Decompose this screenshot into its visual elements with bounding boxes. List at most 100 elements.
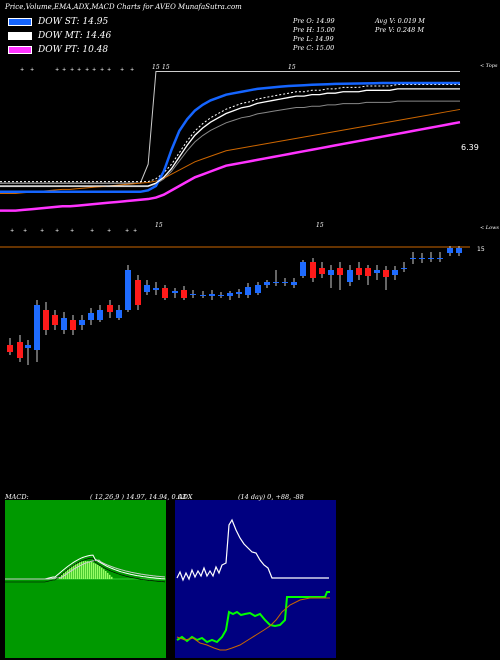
adx-panel-bg bbox=[175, 500, 336, 658]
macd-hist-bar-28 bbox=[111, 576, 113, 579]
legend-dow-pt: DOW PT: 10.48 bbox=[8, 45, 108, 55]
candle-body-23 bbox=[218, 295, 224, 296]
legend-label: DOW PT: 10.48 bbox=[38, 45, 109, 55]
macd-hist-bar-9 bbox=[73, 564, 75, 579]
macd-hist-bar-23 bbox=[101, 567, 103, 579]
top-marker-1: 15 bbox=[152, 64, 160, 71]
macd-params: ( 12,26,9 ) 14.97, 14.94, 0.03 bbox=[90, 493, 187, 501]
top-tick-3: + bbox=[62, 67, 66, 73]
price-line bbox=[0, 70, 460, 184]
macd-hist-bar-13 bbox=[81, 561, 83, 579]
macd-hist-bar-20 bbox=[95, 563, 97, 579]
series-line-dow-pt bbox=[0, 120, 461, 212]
macd-hist-bar-8 bbox=[71, 566, 73, 579]
top-tick-1: + bbox=[30, 67, 34, 73]
macd-hist-bar-22 bbox=[99, 566, 101, 579]
adx-label: ADX bbox=[178, 493, 193, 501]
bottom-tick-2: + bbox=[40, 228, 44, 234]
legend-swatch-magenta bbox=[8, 45, 32, 54]
top-tick-6: + bbox=[85, 67, 89, 73]
candle-body-25 bbox=[236, 292, 242, 294]
candle-body-10 bbox=[97, 310, 103, 320]
last-price-label: 15 bbox=[477, 246, 485, 253]
ema-gray-line bbox=[0, 100, 460, 188]
candle-body-20 bbox=[190, 294, 196, 295]
candle-body-38 bbox=[356, 268, 362, 275]
macd-hist-bar-15 bbox=[85, 561, 87, 579]
stat-low: Pre L: 14.99 bbox=[293, 35, 334, 43]
legend-dow-mt: DOW MT: 14.46 bbox=[8, 31, 111, 41]
stat-open: Pre O: 14.99 bbox=[293, 17, 335, 25]
top-tick-11: + bbox=[130, 67, 134, 73]
macd-hist-bar-16 bbox=[87, 561, 89, 579]
candle-body-15 bbox=[144, 285, 150, 292]
macd-hist-bar-24 bbox=[103, 569, 105, 579]
candle-body-7 bbox=[70, 320, 76, 330]
macd-hist-bar-26 bbox=[107, 572, 109, 579]
macd-shadow-line bbox=[5, 557, 166, 583]
tops-label: < Tops bbox=[480, 63, 498, 69]
candle-body-46 bbox=[428, 258, 434, 259]
candle-body-9 bbox=[88, 313, 94, 320]
bottom-tick-3: + bbox=[55, 228, 59, 234]
top-marker-2: 15 bbox=[162, 64, 170, 71]
candle-body-8 bbox=[79, 320, 85, 325]
macd-hist-bar-18 bbox=[91, 561, 93, 579]
top-tick-0: + bbox=[20, 67, 24, 73]
candle-body-41 bbox=[383, 270, 389, 277]
macd-hist-bar-25 bbox=[105, 571, 107, 579]
lows-label: < Lows bbox=[480, 225, 499, 231]
candle-body-33 bbox=[310, 262, 316, 278]
stat-high: Pre H: 15.00 bbox=[293, 26, 335, 34]
macd-hist-bar-21 bbox=[97, 564, 99, 579]
top-marker-3: 15 bbox=[288, 64, 296, 71]
legend-swatch-blue bbox=[8, 17, 32, 26]
top-tick-7: + bbox=[92, 67, 96, 73]
bottom-tick-1: + bbox=[23, 228, 27, 234]
top-tick-9: + bbox=[107, 67, 111, 73]
candle-body-44 bbox=[410, 258, 416, 259]
candle-body-40 bbox=[374, 270, 380, 273]
candle-body-26 bbox=[245, 287, 251, 295]
adx-params: (14 day) 0, +88, -88 bbox=[238, 493, 304, 501]
candle-body-0 bbox=[7, 345, 13, 352]
candle-body-4 bbox=[43, 310, 49, 330]
macd-signal-line bbox=[5, 559, 166, 580]
stat-close: Pre C: 15.00 bbox=[293, 44, 335, 52]
bottom-tick-4: + bbox=[70, 228, 74, 234]
adx-plus-di-line bbox=[176, 591, 330, 644]
adx-line bbox=[176, 518, 329, 582]
low-marker-1: 15 bbox=[155, 222, 163, 229]
macd-hist-bar-6 bbox=[67, 569, 69, 579]
candle-body-32 bbox=[300, 262, 306, 276]
stat-avg-volume: Avg V: 0.019 M bbox=[375, 17, 425, 25]
candle-body-19 bbox=[181, 290, 187, 298]
candle-body-11 bbox=[107, 305, 113, 312]
candle-body-37 bbox=[347, 270, 353, 282]
chart-title: Price,Volume,EMA,ADX,MACD Charts for AVE… bbox=[5, 3, 242, 11]
candle-body-47 bbox=[437, 258, 443, 259]
top-tick-2: + bbox=[55, 67, 59, 73]
candle-body-6 bbox=[61, 318, 67, 330]
ema-value-label: 6.39 bbox=[461, 143, 479, 152]
macd-label: MACD: bbox=[5, 493, 29, 501]
ema-orange-line bbox=[0, 108, 461, 194]
top-tick-10: + bbox=[120, 67, 124, 73]
candle-body-31 bbox=[291, 282, 297, 285]
candle-body-2 bbox=[25, 345, 31, 348]
macd-hist-bar-27 bbox=[109, 574, 111, 579]
candle-body-17 bbox=[162, 288, 168, 298]
candle-body-43 bbox=[401, 268, 407, 269]
macd-hist-bar-12 bbox=[79, 561, 81, 579]
candle-body-29 bbox=[273, 282, 279, 283]
low-marker-2: 15 bbox=[316, 222, 324, 229]
candle-body-49 bbox=[456, 248, 462, 253]
candle-body-3 bbox=[34, 305, 40, 350]
bottom-tick-6: + bbox=[107, 228, 111, 234]
series-line-dow-st bbox=[0, 81, 460, 194]
top-tick-5: + bbox=[77, 67, 81, 73]
candle-body-13 bbox=[125, 270, 131, 310]
adx-minus-di-line bbox=[176, 597, 330, 651]
candle-body-24 bbox=[227, 293, 233, 296]
